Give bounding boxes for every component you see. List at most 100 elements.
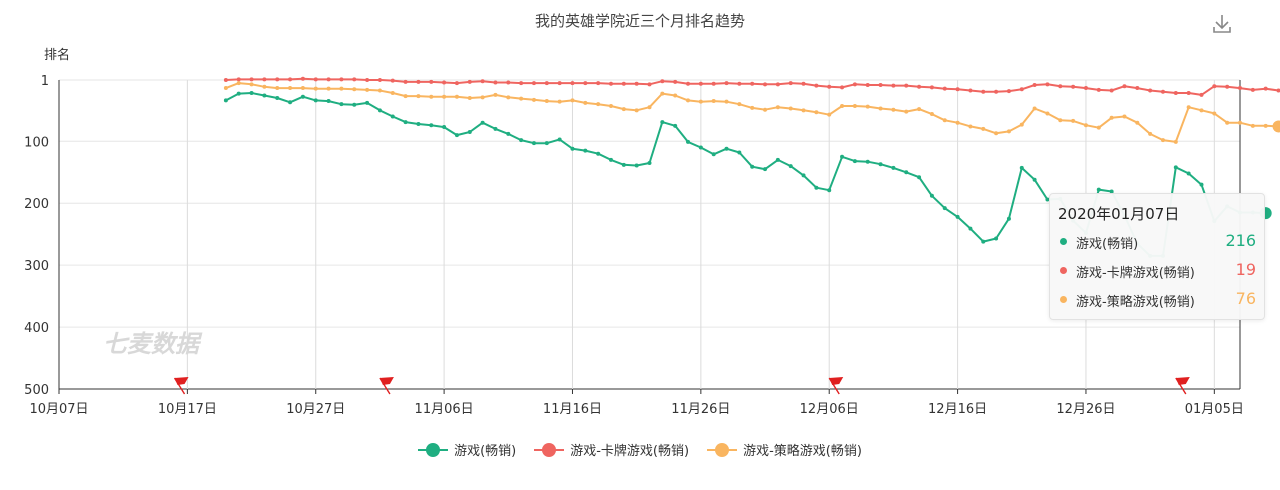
series-point (429, 123, 434, 128)
series-point (480, 95, 485, 100)
series-point (865, 104, 870, 109)
series-point (891, 107, 896, 112)
series-point (493, 80, 498, 85)
series-point (878, 162, 883, 167)
series-point (416, 79, 421, 84)
event-flag-icon (1175, 377, 1190, 395)
series-point (1058, 118, 1063, 123)
series-point (262, 93, 267, 98)
series-point (801, 108, 806, 113)
series-point (493, 126, 498, 131)
series-point (339, 77, 344, 82)
series-point (519, 81, 524, 86)
x-tick-label: 12月06日 (800, 402, 859, 417)
series-point (673, 93, 678, 98)
series-point (288, 77, 293, 82)
series-point (621, 162, 626, 167)
series-point (300, 86, 305, 91)
series-point (390, 91, 395, 96)
series-point (994, 131, 999, 136)
series-end-point (1272, 120, 1280, 133)
series-point (339, 102, 344, 107)
series-point (531, 97, 536, 102)
series-point (519, 138, 524, 143)
series-point (981, 89, 986, 94)
series-point (519, 96, 524, 101)
series-point (352, 102, 357, 107)
series-point (1071, 84, 1076, 89)
flag-banner (379, 377, 394, 385)
series-point (326, 86, 331, 91)
series-point (390, 78, 395, 83)
series-point (570, 81, 575, 86)
series-point (377, 78, 382, 82)
series-point (1083, 86, 1088, 91)
series-point (480, 79, 485, 84)
legend-item-strategy-game-grossing[interactable]: 游戏-策略游戏(畅销) (707, 440, 862, 459)
series-point (737, 102, 742, 107)
series-point (775, 82, 780, 87)
y-tick-label: 200 (24, 197, 49, 212)
chart-legend: 游戏(畅销) 游戏-卡牌游戏(畅销) 游戏-策略游戏(畅销) (0, 440, 1280, 459)
series-point (865, 159, 870, 164)
series-point (737, 81, 742, 86)
series-point (1122, 114, 1127, 119)
series-point (750, 164, 755, 169)
series-point (634, 108, 639, 113)
series-point (1019, 165, 1024, 170)
x-tick-label: 01月05日 (1185, 402, 1244, 417)
series-point (570, 98, 575, 103)
series-point (891, 165, 896, 170)
series-point (647, 82, 652, 87)
series-point (686, 81, 691, 86)
series-point (891, 83, 896, 88)
series-point (840, 85, 845, 90)
series-point (339, 86, 344, 91)
series-point (942, 206, 947, 211)
series-point (390, 114, 395, 119)
series-point (1083, 123, 1088, 128)
series-point (878, 106, 883, 111)
series-point (223, 78, 228, 82)
series-point (262, 77, 267, 82)
series-point (570, 146, 575, 151)
series-point (1225, 120, 1230, 125)
y-tick-label: 500 (24, 383, 49, 398)
series-point (788, 81, 793, 86)
series-point (917, 84, 922, 89)
series-point (840, 104, 845, 109)
series-point (1160, 138, 1165, 143)
legend-item-card-game-grossing[interactable]: 游戏-卡牌游戏(畅销) (534, 440, 689, 459)
series-point (878, 82, 883, 87)
series-point (557, 81, 562, 86)
series-point (236, 81, 241, 86)
series-point (621, 107, 626, 112)
series-point (531, 81, 536, 86)
series-point (1032, 177, 1037, 182)
series-point (1186, 91, 1191, 96)
series-point (647, 160, 652, 165)
series-point (583, 100, 588, 105)
series-point (673, 79, 678, 84)
x-tick-label: 11月26日 (671, 402, 730, 417)
series-point (724, 146, 729, 151)
series-point (904, 170, 909, 175)
legend-item-game-grossing[interactable]: 游戏(畅销) (418, 440, 516, 459)
series-point (1019, 122, 1024, 127)
series-point (1199, 108, 1204, 113)
series-point (1006, 216, 1011, 221)
watermark-logo: 七麦数据 (103, 330, 203, 358)
series-point (608, 81, 613, 86)
tooltip-date: 2020年01月07日 (1058, 205, 1180, 223)
download-icon[interactable] (1210, 12, 1234, 36)
flag-banner (829, 377, 844, 385)
series-point (942, 86, 947, 91)
series-point (493, 92, 498, 97)
series-point (660, 79, 665, 84)
series-point (686, 139, 691, 144)
series-point (467, 95, 472, 100)
series-point (1225, 84, 1230, 89)
series-point (1238, 120, 1242, 125)
series-point (634, 163, 639, 168)
series-point (724, 99, 729, 104)
